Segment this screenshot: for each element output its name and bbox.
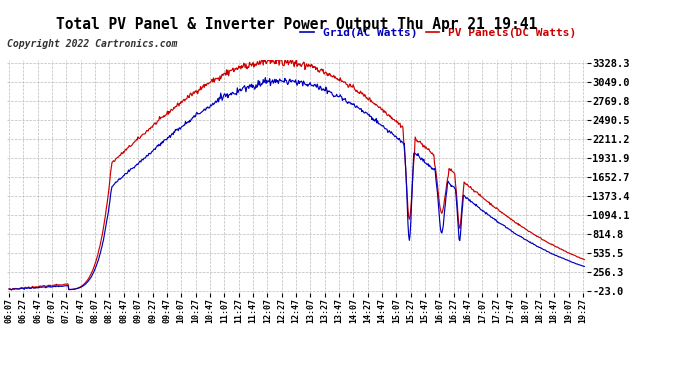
Text: Copyright 2022 Cartronics.com: Copyright 2022 Cartronics.com bbox=[7, 39, 177, 50]
Text: Total PV Panel & Inverter Power Output Thu Apr 21 19:41: Total PV Panel & Inverter Power Output T… bbox=[56, 17, 538, 32]
Legend: Grid(AC Watts), PV Panels(DC Watts): Grid(AC Watts), PV Panels(DC Watts) bbox=[296, 24, 581, 43]
